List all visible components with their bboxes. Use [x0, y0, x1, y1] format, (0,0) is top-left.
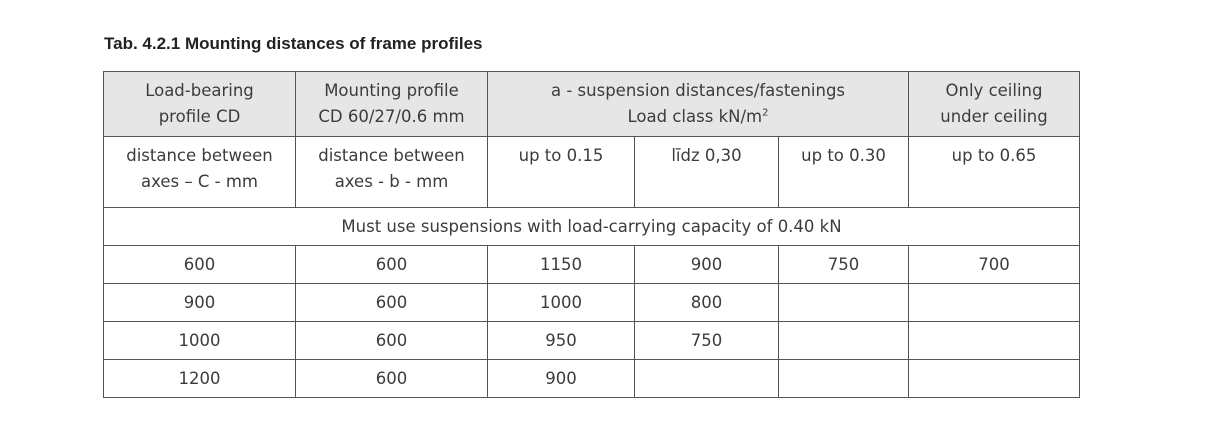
table-cell: 800	[634, 283, 779, 322]
table-cell: 600	[295, 283, 488, 322]
sub-b: distance between axes - b - mm	[295, 136, 488, 208]
sub-load-015: up to 0.15	[487, 136, 635, 208]
header-mounting-profile: Mounting profile CD 60/27/0.6 mm	[295, 71, 488, 137]
header-suspension-distances: a - suspension distances/fastenings Load …	[486, 71, 910, 137]
table-cell: 900	[634, 245, 779, 284]
table-cell: 950	[487, 321, 635, 360]
table-cell	[777, 321, 910, 360]
table-cell: 1000	[103, 321, 296, 360]
table-cell	[777, 283, 910, 322]
table-row: 600 600 1150 900 750 700	[103, 245, 1081, 284]
table-cell	[908, 359, 1081, 398]
table-cell: 750	[777, 245, 910, 284]
header-only-ceiling: Only ceiling under ceiling	[908, 71, 1081, 137]
table-cell	[908, 321, 1081, 360]
footer-row: Must use suspensions with load-carrying …	[102, 207, 1081, 246]
mounting-distances-table: Load-bearing profile CD Mounting profile C…	[102, 71, 1081, 398]
table-cell	[634, 359, 779, 398]
table-cell: 750	[634, 321, 779, 360]
table-cell: 900	[487, 359, 635, 398]
footer-note: Must use suspensions with load-carrying …	[102, 207, 1081, 246]
sub-load-030: up to 0.30	[777, 136, 910, 208]
table-cell: 1150	[487, 245, 635, 284]
subheader-row: distance between axes – C - mm distance b…	[103, 136, 1081, 208]
table-cell: 600	[295, 321, 488, 360]
sub-load-030-lv: līdz 0,30	[634, 136, 779, 208]
header-load-bearing: Load-bearing profile CD	[103, 71, 296, 137]
table-title: Tab. 4.2.1 Mounting distances of frame p…	[104, 34, 483, 53]
table-cell: 1000	[487, 283, 635, 322]
table-cell: 600	[103, 245, 296, 284]
table-cell: 600	[295, 359, 488, 398]
table-cell	[908, 283, 1081, 322]
sub-load-065: up to 0.65	[908, 136, 1081, 208]
table-cell: 700	[908, 245, 1081, 284]
table-row: 1000 600 950 750	[103, 321, 1081, 360]
table-row: 1200 600 900	[103, 359, 1081, 398]
table-cell: 900	[103, 283, 296, 322]
sub-c: distance between axes – C - mm	[103, 136, 296, 208]
table-cell: 600	[295, 245, 488, 284]
header-row: Load-bearing profile CD Mounting profile C…	[103, 71, 1081, 137]
table-row: 900 600 1000 800	[103, 283, 1081, 322]
table-cell: 1200	[103, 359, 296, 398]
table-cell	[777, 359, 910, 398]
